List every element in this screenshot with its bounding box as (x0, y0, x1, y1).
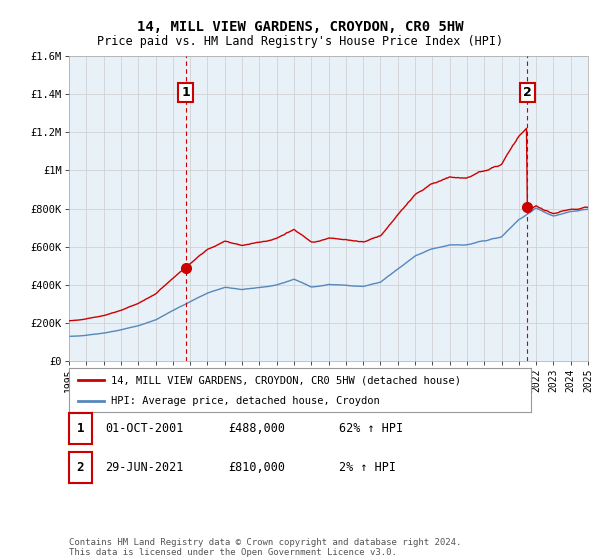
Text: 14, MILL VIEW GARDENS, CROYDON, CR0 5HW (detached house): 14, MILL VIEW GARDENS, CROYDON, CR0 5HW … (110, 375, 461, 385)
Text: HPI: Average price, detached house, Croydon: HPI: Average price, detached house, Croy… (110, 396, 379, 405)
Text: 2% ↑ HPI: 2% ↑ HPI (339, 461, 396, 474)
Text: 2: 2 (523, 86, 532, 99)
Text: £810,000: £810,000 (228, 461, 285, 474)
Text: 01-OCT-2001: 01-OCT-2001 (105, 422, 184, 435)
Text: Price paid vs. HM Land Registry's House Price Index (HPI): Price paid vs. HM Land Registry's House … (97, 35, 503, 48)
Text: 14, MILL VIEW GARDENS, CROYDON, CR0 5HW: 14, MILL VIEW GARDENS, CROYDON, CR0 5HW (137, 20, 463, 34)
Text: 1: 1 (181, 86, 190, 99)
Text: 62% ↑ HPI: 62% ↑ HPI (339, 422, 403, 435)
Text: Contains HM Land Registry data © Crown copyright and database right 2024.
This d: Contains HM Land Registry data © Crown c… (69, 538, 461, 557)
Text: 29-JUN-2021: 29-JUN-2021 (105, 461, 184, 474)
Text: 2: 2 (77, 461, 84, 474)
Text: 1: 1 (77, 422, 84, 435)
Text: £488,000: £488,000 (228, 422, 285, 435)
